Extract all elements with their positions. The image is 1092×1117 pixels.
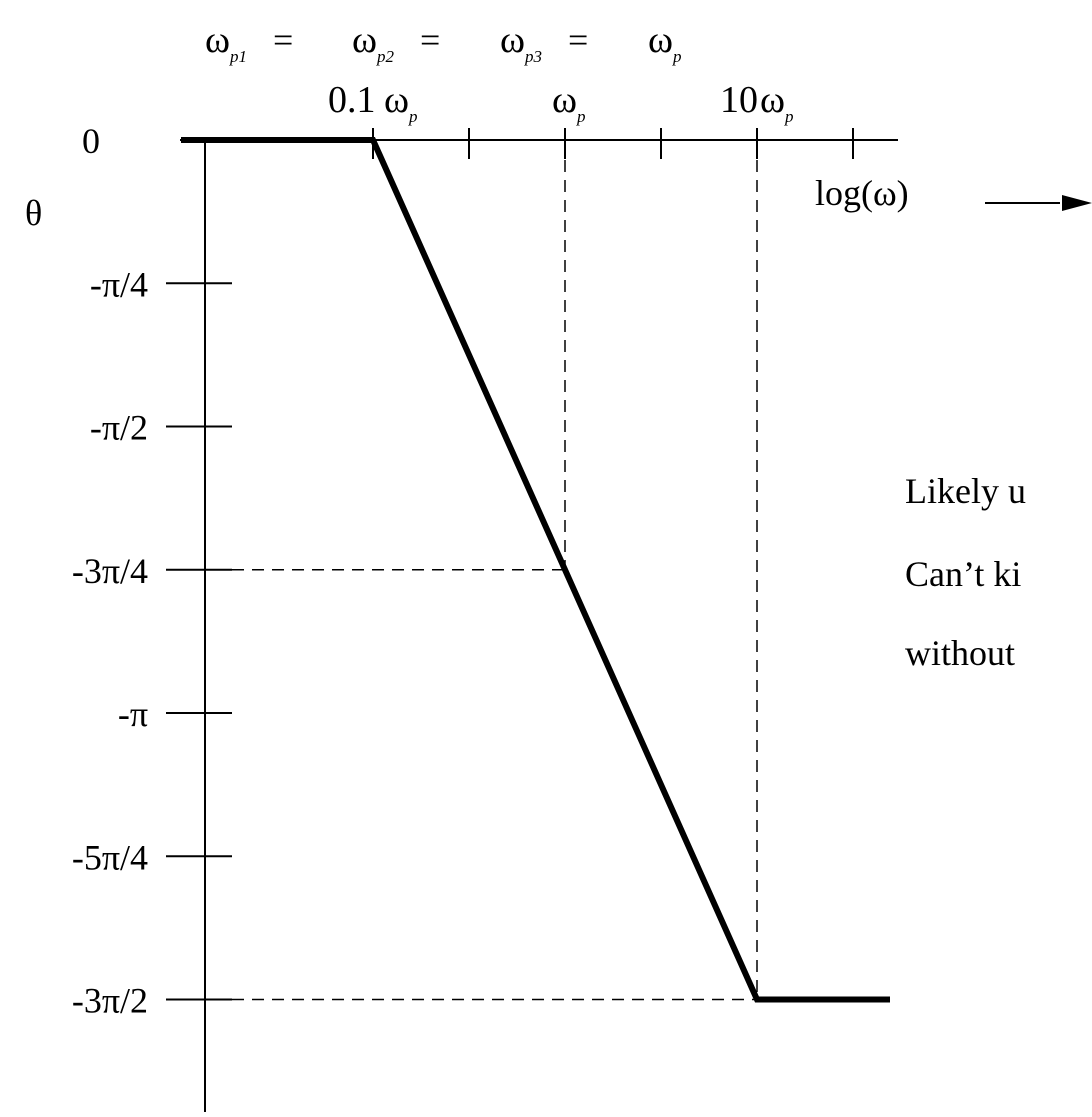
condition-subscript: p: [672, 47, 682, 66]
y-tick-label: -π/2: [90, 408, 148, 448]
side-annotation: Likely u Can’t ki without: [905, 471, 1026, 673]
guide-lines: [232, 140, 757, 1000]
y-ticks: 0 -π/4 -π/2 -3π/4 -π -5π/4 -3π/2: [72, 121, 232, 1021]
y-tick-label: -3π/4: [72, 551, 148, 591]
condition-subscript: p3: [524, 47, 542, 66]
y-tick-label: -π/4: [90, 264, 148, 304]
condition-omega: ω: [352, 19, 377, 61]
y-tick-label: -π: [118, 694, 148, 734]
condition-formula: ωp1 = ωp2 = ωp3 = ωp: [205, 19, 682, 66]
condition-omega: ω: [500, 19, 525, 61]
x-tick-label: ωp: [552, 79, 586, 126]
y-tick-label: -5π/4: [72, 837, 148, 877]
condition-equals: =: [420, 20, 440, 60]
x-tick-label: 0.1 ωp: [328, 79, 418, 126]
x-ticks: 0.1 ωp ωp 10ωp: [328, 79, 853, 159]
x-tick-label: 10ωp: [720, 79, 794, 126]
condition-omega: ω: [205, 19, 230, 61]
condition-subscript: p2: [376, 47, 395, 66]
x-axis-arrow: [985, 195, 1092, 211]
condition-subscript: p1: [229, 47, 247, 66]
y-tick-label: 0: [82, 121, 100, 161]
annotation-line-1: Likely u: [905, 471, 1026, 511]
y-tick-label: -3π/2: [72, 981, 148, 1021]
condition-omega: ω: [648, 19, 673, 61]
condition-equals: =: [273, 20, 293, 60]
condition-equals: =: [568, 20, 588, 60]
y-axis-label: θ: [25, 193, 42, 233]
annotation-line-2: Can’t ki: [905, 554, 1021, 594]
annotation-line-3: without: [905, 633, 1015, 673]
x-axis-label: log(ω): [815, 173, 909, 213]
